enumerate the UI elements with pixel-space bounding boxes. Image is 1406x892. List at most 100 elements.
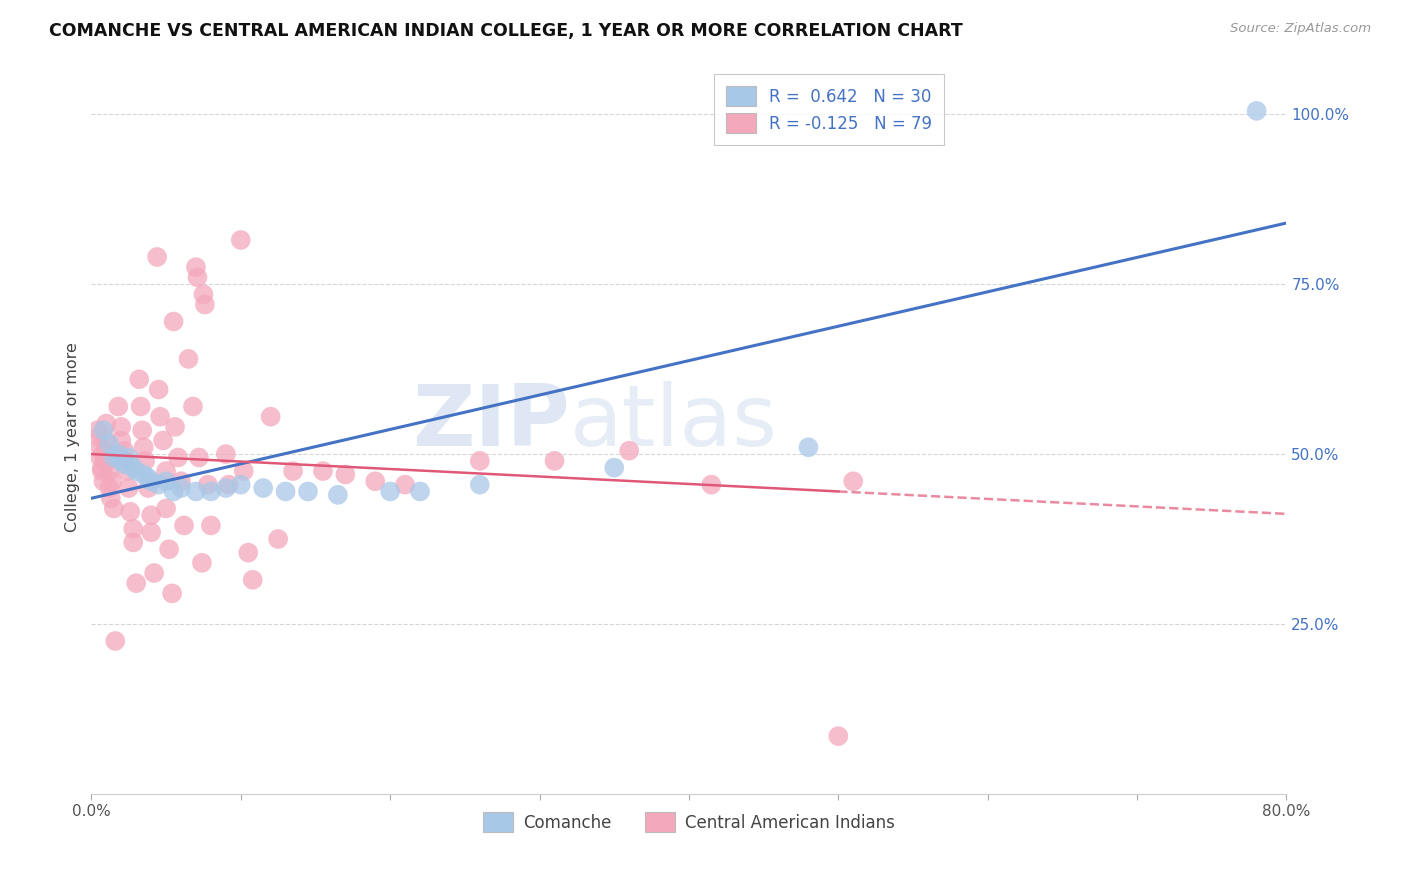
Point bbox=[96, 417, 118, 431]
Point bbox=[364, 475, 387, 489]
Text: COMANCHE VS CENTRAL AMERICAN INDIAN COLLEGE, 1 YEAR OR MORE CORRELATION CHART: COMANCHE VS CENTRAL AMERICAN INDIAN COLL… bbox=[49, 22, 963, 40]
Point bbox=[200, 484, 222, 499]
Point bbox=[167, 450, 190, 465]
Point bbox=[132, 440, 155, 454]
Point bbox=[136, 471, 159, 485]
Point bbox=[312, 464, 335, 478]
Point bbox=[297, 484, 319, 499]
Point bbox=[98, 437, 121, 451]
Point bbox=[1246, 103, 1268, 118]
Point bbox=[141, 525, 163, 540]
Point bbox=[136, 481, 159, 495]
Point bbox=[152, 434, 174, 448]
Point bbox=[162, 314, 184, 328]
Point bbox=[326, 488, 349, 502]
Point bbox=[543, 454, 565, 468]
Point bbox=[842, 475, 865, 489]
Point bbox=[112, 457, 135, 471]
Text: Source: ZipAtlas.com: Source: ZipAtlas.com bbox=[1230, 22, 1371, 36]
Point bbox=[155, 464, 177, 478]
Point bbox=[242, 573, 264, 587]
Point bbox=[104, 634, 127, 648]
Point bbox=[96, 434, 118, 448]
Point bbox=[274, 484, 297, 499]
Point bbox=[177, 351, 200, 366]
Point bbox=[122, 460, 145, 475]
Point bbox=[252, 481, 274, 495]
Point bbox=[141, 508, 163, 523]
Point bbox=[93, 447, 115, 461]
Point bbox=[132, 467, 155, 482]
Point bbox=[797, 440, 820, 454]
Point bbox=[122, 522, 145, 536]
Point bbox=[160, 586, 183, 600]
Point bbox=[468, 477, 491, 491]
Point bbox=[87, 430, 110, 444]
Point bbox=[162, 484, 184, 499]
Point bbox=[155, 475, 177, 489]
Point bbox=[186, 270, 208, 285]
Point bbox=[101, 475, 124, 489]
Point bbox=[184, 260, 207, 275]
Point bbox=[259, 409, 281, 424]
Point bbox=[181, 400, 204, 414]
Point bbox=[103, 501, 125, 516]
Point bbox=[619, 443, 641, 458]
Point bbox=[98, 481, 121, 495]
Point bbox=[215, 481, 238, 495]
Point bbox=[191, 556, 214, 570]
Point bbox=[110, 420, 132, 434]
Point bbox=[193, 287, 215, 301]
Point bbox=[827, 729, 849, 743]
Point bbox=[380, 484, 402, 499]
Point bbox=[100, 491, 122, 506]
Point bbox=[170, 481, 193, 495]
Point bbox=[94, 454, 117, 468]
Point bbox=[103, 450, 125, 465]
Point bbox=[90, 464, 112, 478]
Point bbox=[281, 464, 304, 478]
Point bbox=[112, 443, 135, 458]
Point bbox=[89, 440, 111, 454]
Point bbox=[143, 566, 166, 580]
Point bbox=[232, 464, 254, 478]
Point bbox=[215, 447, 238, 461]
Point bbox=[148, 383, 170, 397]
Legend: Comanche, Central American Indians: Comanche, Central American Indians bbox=[477, 805, 901, 839]
Point bbox=[157, 542, 180, 557]
Point bbox=[394, 477, 416, 491]
Point bbox=[112, 454, 135, 468]
Point bbox=[110, 454, 132, 468]
Point bbox=[120, 505, 142, 519]
Point bbox=[93, 423, 115, 437]
Point bbox=[96, 443, 118, 458]
Point bbox=[184, 484, 207, 499]
Point bbox=[194, 297, 217, 311]
Text: atlas: atlas bbox=[569, 381, 778, 465]
Point bbox=[146, 250, 169, 264]
Point bbox=[229, 233, 252, 247]
Point bbox=[173, 518, 195, 533]
Point bbox=[118, 481, 141, 495]
Point bbox=[125, 464, 148, 478]
Point bbox=[188, 450, 211, 465]
Point bbox=[115, 464, 138, 478]
Point bbox=[86, 423, 108, 437]
Point bbox=[97, 454, 120, 468]
Point bbox=[129, 400, 152, 414]
Point bbox=[603, 460, 626, 475]
Point bbox=[229, 477, 252, 491]
Point bbox=[90, 460, 112, 475]
Point bbox=[98, 464, 121, 478]
Point bbox=[128, 372, 150, 386]
Point bbox=[409, 484, 432, 499]
Point bbox=[468, 454, 491, 468]
Point bbox=[122, 535, 145, 549]
Y-axis label: College, 1 year or more: College, 1 year or more bbox=[65, 343, 80, 532]
Point bbox=[141, 475, 163, 489]
Point bbox=[118, 450, 141, 465]
Point bbox=[131, 423, 153, 437]
Point bbox=[335, 467, 357, 482]
Point bbox=[89, 450, 111, 465]
Point bbox=[125, 576, 148, 591]
